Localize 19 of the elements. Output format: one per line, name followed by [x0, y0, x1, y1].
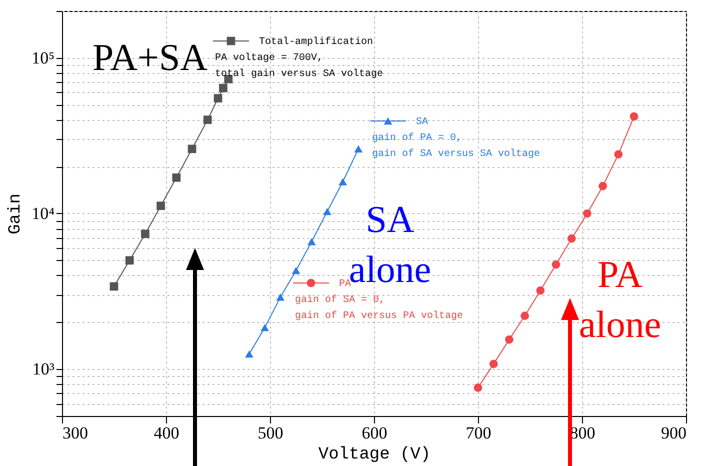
- legend-label: Total-amplification: [259, 36, 374, 48]
- annotation: gain of SA = 0, gain of PA versus PA voltage: [295, 294, 464, 322]
- x-tick-label: 900: [661, 424, 686, 442]
- x-tick-label: 400: [154, 424, 180, 442]
- legend-label: PA: [339, 279, 352, 290]
- annotation: gain of PA = 0, gain of SA versus SA voltage: [372, 132, 540, 160]
- annotation: PA alone: [578, 254, 662, 346]
- x-tick-label: 500: [258, 424, 284, 442]
- annotation: PA voltage = 700V, total gain versus SA voltage: [215, 52, 384, 80]
- y-axis-title: Gain: [6, 194, 26, 234]
- x-tick-label: 700: [466, 424, 492, 442]
- x-tick-label: 600: [362, 424, 388, 442]
- legend-label: SA: [416, 117, 428, 128]
- y-tick-label: 10⁴: [32, 204, 55, 223]
- y-tick-label: 10⁵: [32, 48, 55, 68]
- x-axis-title: Voltage (V): [318, 446, 431, 464]
- annotation: PA+SA: [92, 37, 208, 79]
- y-tick-label: 10³: [32, 360, 54, 379]
- x-tick-label: 300: [62, 424, 88, 442]
